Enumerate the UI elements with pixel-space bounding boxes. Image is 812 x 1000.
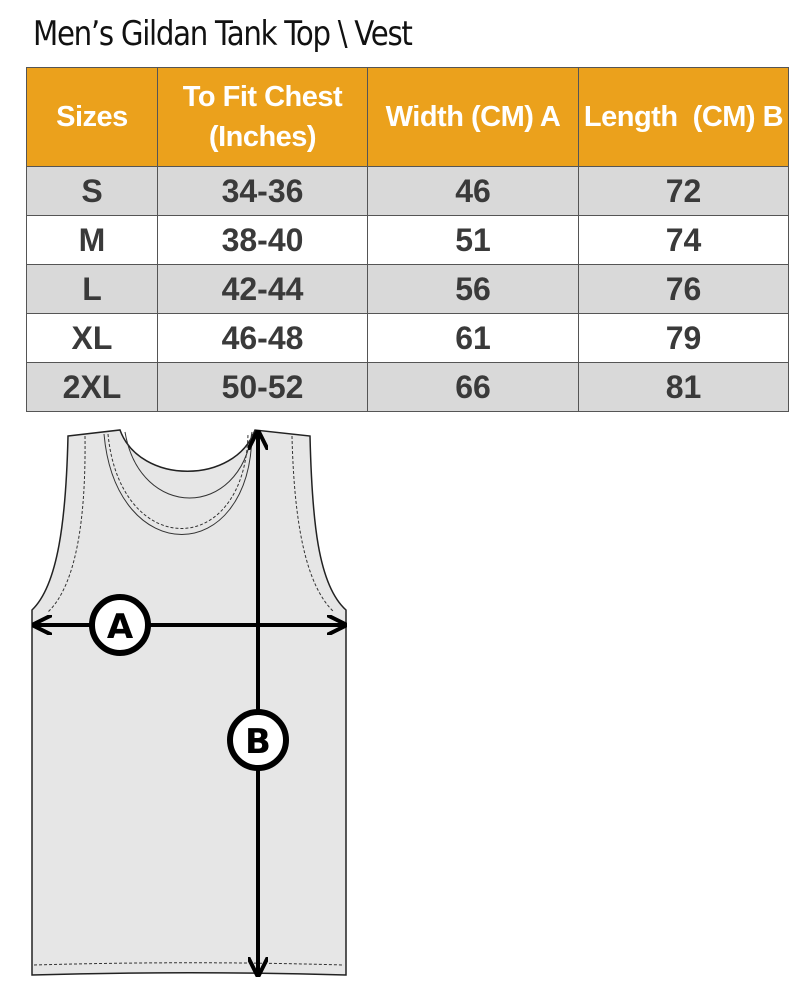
cell-size: XL [26, 313, 158, 363]
header-length-label: Length (CM) B [583, 101, 784, 133]
cell-width: 66 [367, 362, 579, 412]
table-row: L 42-44 56 76 [26, 264, 789, 314]
cell-width: 56 [367, 264, 579, 314]
header-chest: To Fit Chest (Inches) [157, 67, 368, 167]
table-row: S 34-36 46 72 [26, 166, 789, 216]
neckline-inner [124, 431, 253, 499]
right-armhole-stitch [291, 435, 335, 613]
label-a: A [107, 607, 134, 647]
cell-size: 2XL [26, 362, 158, 412]
page-title: Men’s Gildan Tank Top \ Vest [33, 14, 413, 54]
cell-size: L [26, 264, 158, 314]
cell-size: M [26, 215, 158, 265]
size-chart-table: Sizes To Fit Chest (Inches) Width (CM) A… [26, 67, 789, 412]
hem-stitch [33, 962, 345, 966]
cell-chest: 42-44 [157, 264, 368, 314]
cell-length: 74 [578, 215, 789, 265]
table-row: 2XL 50-52 66 81 [26, 362, 789, 412]
table-header-row: Sizes To Fit Chest (Inches) Width (CM) A… [26, 67, 789, 167]
cell-chest: 38-40 [157, 215, 368, 265]
label-a-badge: A [89, 594, 151, 656]
header-width: Width (CM) A [367, 67, 579, 167]
neckline-stitch [107, 433, 249, 529]
header-length: Length (CM) B [578, 67, 789, 167]
cell-length: 81 [578, 362, 789, 412]
cell-chest: 34-36 [157, 166, 368, 216]
header-sizes: Sizes [26, 67, 158, 167]
cell-length: 72 [578, 166, 789, 216]
cell-length: 76 [578, 264, 789, 314]
label-b-badge: B [227, 709, 289, 771]
cell-size: S [26, 166, 158, 216]
cell-width: 46 [367, 166, 579, 216]
neckline-band [103, 433, 253, 535]
tank-top-outline [31, 429, 347, 976]
table-row: M 38-40 51 74 [26, 215, 789, 265]
header-chest-label: To Fit Chest (Inches) [182, 81, 343, 153]
cell-chest: 50-52 [157, 362, 368, 412]
cell-width: 51 [367, 215, 579, 265]
table-row: XL 46-48 61 79 [26, 313, 789, 363]
label-b: B [245, 722, 271, 762]
cell-length: 79 [578, 313, 789, 363]
